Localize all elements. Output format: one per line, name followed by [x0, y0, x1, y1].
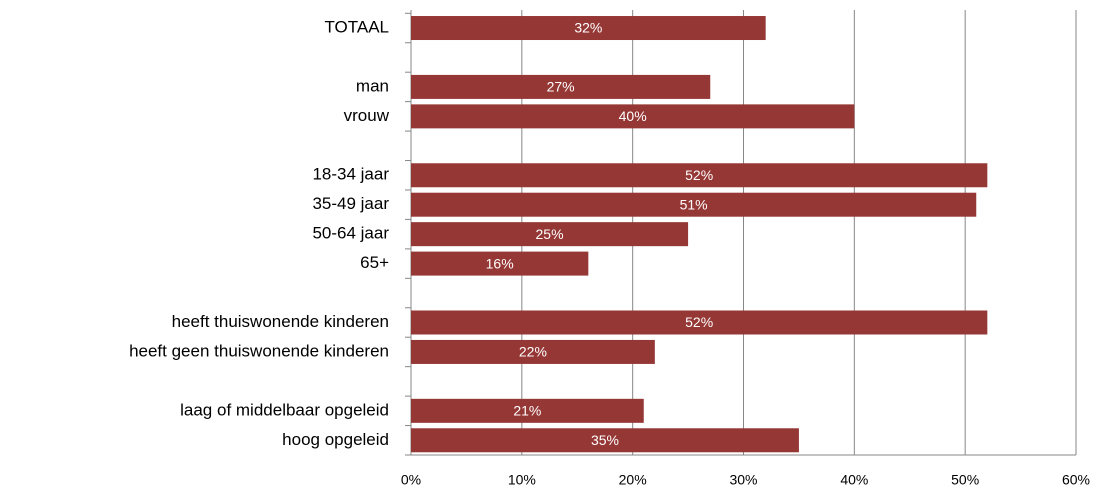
data-label: 25% [536, 226, 564, 242]
x-tick-label: 10% [508, 472, 536, 488]
y-tick-label: 65+ [360, 253, 389, 272]
bar [411, 339, 655, 364]
data-label: 22% [519, 344, 547, 360]
data-label: 35% [591, 432, 619, 448]
y-tick-label: vrouw [344, 106, 390, 125]
x-tick-label: 50% [951, 472, 979, 488]
data-label: 52% [685, 167, 713, 183]
bar [411, 222, 689, 247]
y-tick-label: 50-64 jaar [312, 224, 389, 243]
x-tick-label: 30% [729, 472, 757, 488]
bar [411, 74, 711, 99]
data-label: 40% [619, 108, 647, 124]
bar [411, 192, 977, 217]
bar [411, 428, 799, 453]
y-tick-label: 18-34 jaar [312, 165, 389, 184]
x-tick-label: 20% [619, 472, 647, 488]
data-label: 27% [547, 79, 575, 95]
bar [411, 310, 988, 335]
bar [411, 398, 644, 423]
data-label: 21% [513, 403, 541, 419]
data-label: 16% [486, 255, 514, 271]
bar [411, 16, 766, 41]
y-tick-label: hoog opgeleid [282, 430, 389, 449]
x-tick-label: 0% [401, 472, 421, 488]
x-tick-label: 40% [840, 472, 868, 488]
y-tick-label: heeft thuiswonende kinderen [172, 312, 389, 331]
x-tick-label: 60% [1062, 472, 1090, 488]
y-tick-label: TOTAAL [324, 18, 389, 37]
bar [411, 163, 988, 188]
y-tick-label: man [356, 76, 389, 95]
data-label: 51% [680, 196, 708, 212]
data-label: 32% [574, 20, 602, 36]
y-tick-label: 35-49 jaar [312, 194, 389, 213]
y-tick-label: heeft geen thuiswonende kinderen [129, 341, 389, 360]
data-label: 52% [685, 314, 713, 330]
bar [411, 104, 855, 129]
y-tick-label: laag of middelbaar opgeleid [180, 400, 389, 419]
bar [411, 251, 589, 276]
